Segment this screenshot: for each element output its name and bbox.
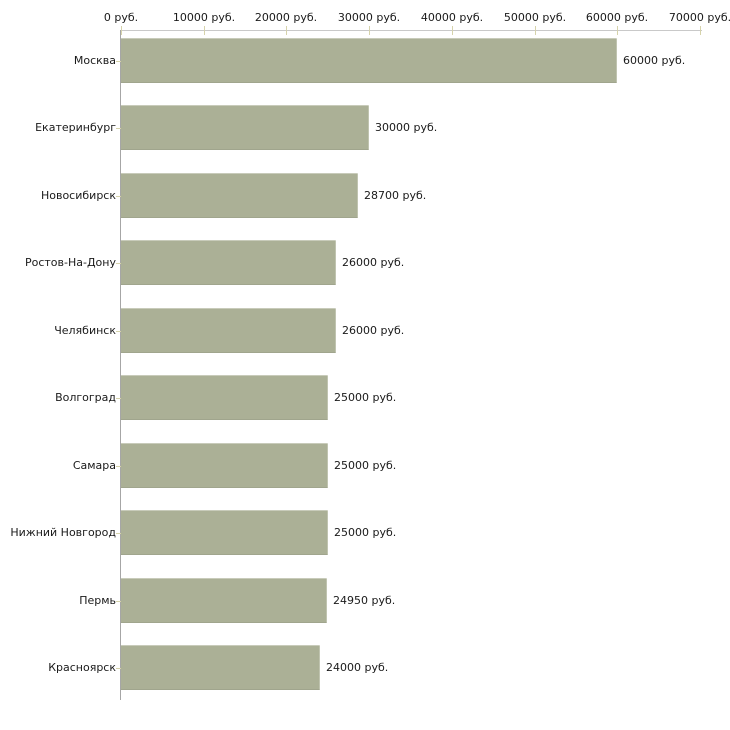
bar <box>121 173 358 218</box>
category-label: Екатеринбург <box>35 121 116 134</box>
bar-value-label: 30000 руб. <box>375 121 438 134</box>
bar <box>121 240 336 285</box>
bar-value-label: 60000 руб. <box>623 54 686 67</box>
x-axis-tick-label: 50000 руб. <box>503 11 567 24</box>
bar <box>121 38 617 83</box>
x-axis-tick-label: 20000 руб. <box>254 11 318 24</box>
category-tick-mark <box>116 263 121 264</box>
category-label: Нижний Новгород <box>10 526 116 539</box>
category-tick-mark <box>116 533 121 534</box>
x-axis-tick-label: 10000 руб. <box>172 11 236 24</box>
x-axis-tick-mark <box>452 26 453 35</box>
x-axis-tick-mark <box>535 26 536 35</box>
category-label: Москва <box>73 54 116 67</box>
bar <box>121 375 328 420</box>
x-axis-line <box>121 30 702 31</box>
x-axis-tick-label: 60000 руб. <box>585 11 649 24</box>
bar-value-label: 25000 руб. <box>334 526 397 539</box>
x-axis-tick-label: 0 руб. <box>103 11 139 24</box>
x-axis-tick-mark <box>204 26 205 35</box>
x-axis-tick-mark <box>700 26 701 35</box>
category-label: Самара <box>72 459 116 472</box>
category-label: Пермь <box>79 594 116 607</box>
category-tick-mark <box>116 398 121 399</box>
category-label: Новосибирск <box>40 189 116 202</box>
x-axis-tick-label: 40000 руб. <box>420 11 484 24</box>
category-tick-mark <box>116 668 121 669</box>
bar <box>121 105 369 150</box>
bar-value-label: 26000 руб. <box>342 256 405 269</box>
bar-value-label: 24000 руб. <box>326 661 389 674</box>
category-tick-mark <box>116 601 121 602</box>
bar-value-label: 24950 руб. <box>333 594 396 607</box>
x-axis-tick-label: 70000 руб. <box>668 11 730 24</box>
category-label: Ростов-На-Дону <box>24 256 116 269</box>
category-tick-mark <box>116 331 121 332</box>
bar-value-label: 28700 руб. <box>364 189 427 202</box>
bar-value-label: 25000 руб. <box>334 391 397 404</box>
x-axis-tick-mark <box>617 26 618 35</box>
x-axis-tick-mark <box>369 26 370 35</box>
bar <box>121 645 320 690</box>
category-tick-mark <box>116 128 121 129</box>
category-label: Красноярск <box>48 661 116 674</box>
x-axis-tick-mark <box>121 26 122 35</box>
bar <box>121 510 328 555</box>
bar <box>121 578 327 623</box>
category-label: Челябинск <box>54 324 116 337</box>
bar-value-label: 25000 руб. <box>334 459 397 472</box>
bar-value-label: 26000 руб. <box>342 324 405 337</box>
category-tick-mark <box>116 466 121 467</box>
category-label: Волгоград <box>55 391 116 404</box>
x-axis-tick-label: 30000 руб. <box>337 11 401 24</box>
bar <box>121 443 328 488</box>
x-axis-tick-mark <box>286 26 287 35</box>
bar <box>121 308 336 353</box>
y-axis-line <box>120 30 121 700</box>
category-tick-mark <box>116 196 121 197</box>
category-tick-mark <box>116 61 121 62</box>
